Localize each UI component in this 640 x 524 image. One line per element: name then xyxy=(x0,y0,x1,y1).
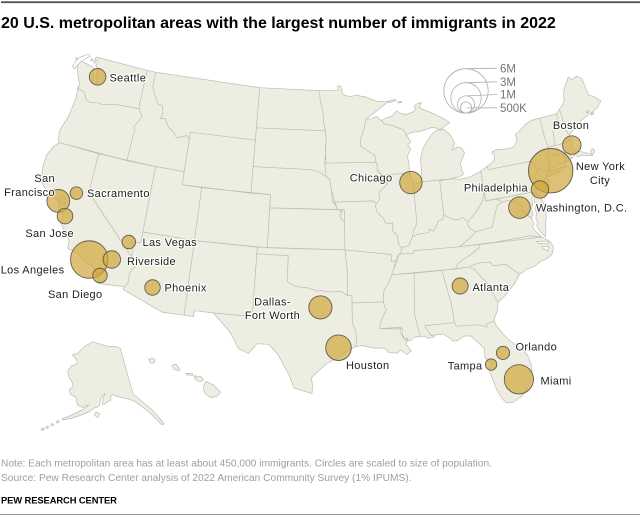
svg-text:Miami: Miami xyxy=(541,376,572,388)
svg-text:Dallas-: Dallas- xyxy=(254,296,291,308)
svg-text:3M: 3M xyxy=(500,77,516,89)
svg-text:Boston: Boston xyxy=(553,120,589,132)
svg-text:PEW RESEARCH CENTER: PEW RESEARCH CENTER xyxy=(1,495,117,506)
svg-text:Atlanta: Atlanta xyxy=(473,282,510,294)
svg-text:Sacramento: Sacramento xyxy=(87,188,150,200)
svg-text:City: City xyxy=(590,175,610,187)
svg-text:Chicago: Chicago xyxy=(350,172,393,184)
svg-text:Fort Worth: Fort Worth xyxy=(245,310,300,322)
svg-text:Houston: Houston xyxy=(346,360,389,372)
svg-text:Phoenix: Phoenix xyxy=(165,282,207,294)
svg-text:Francisco: Francisco xyxy=(4,187,55,199)
svg-text:Washington, D.C.: Washington, D.C. xyxy=(536,203,627,215)
svg-text:Orlando: Orlando xyxy=(516,341,558,353)
svg-text:Las Vegas: Las Vegas xyxy=(143,237,198,249)
svg-text:San: San xyxy=(34,173,55,185)
svg-text:Seattle: Seattle xyxy=(110,72,147,84)
svg-text:Tampa: Tampa xyxy=(448,361,483,373)
svg-text:Riverside: Riverside xyxy=(127,256,176,268)
svg-text:Los Angeles: Los Angeles xyxy=(1,264,65,276)
svg-text:500K: 500K xyxy=(500,103,527,115)
svg-text:San Diego: San Diego xyxy=(48,289,103,301)
svg-text:San Jose: San Jose xyxy=(25,228,74,240)
svg-text:1M: 1M xyxy=(500,90,516,102)
svg-text:Source: Pew Research Center an: Source: Pew Research Center analysis of … xyxy=(1,473,412,484)
svg-text:Philadelphia: Philadelphia xyxy=(464,183,529,195)
svg-text:6M: 6M xyxy=(500,63,516,75)
svg-text:New York: New York xyxy=(576,161,625,173)
svg-text:20 U.S. metropolitan areas wit: 20 U.S. metropolitan areas with the larg… xyxy=(1,15,556,32)
svg-text:Note: Each metropolitan area h: Note: Each metropolitan area has at leas… xyxy=(1,459,492,470)
